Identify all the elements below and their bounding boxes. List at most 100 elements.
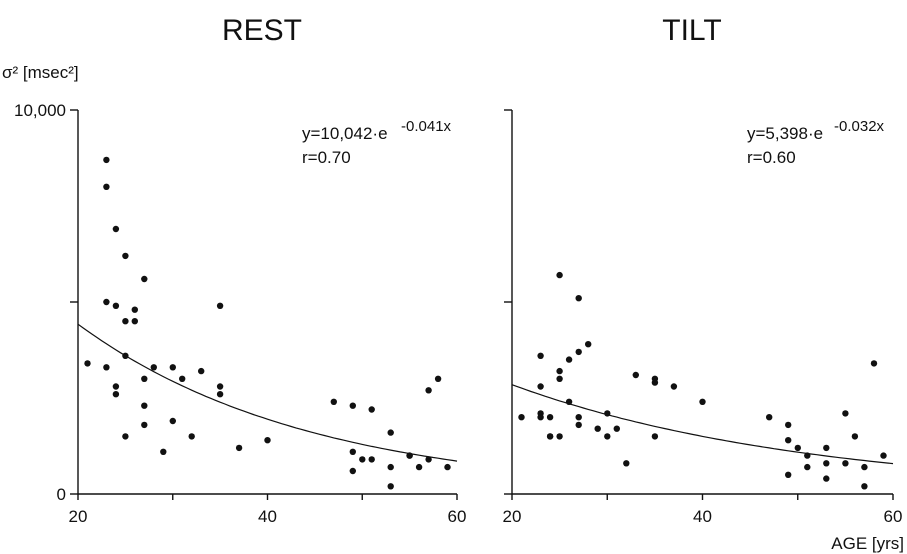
rest-title: REST [222,14,302,47]
rest-data-point [112,302,120,309]
rest-data-point [84,360,91,367]
rest-data-point [198,367,205,375]
tilt-data-point [823,460,830,467]
rest-x-tick-label: 60 [448,507,467,526]
tilt-fit-curve [511,384,894,465]
tilt-data-point [575,414,582,421]
rest-data-point [387,429,394,436]
rest-data-point [169,364,176,371]
rest-data-point [150,364,157,371]
tilt-data-point [670,383,678,390]
rest-data-point [103,183,110,190]
rest-data-point [387,483,394,490]
rest-data-point [359,456,366,463]
rest-data-point [160,448,167,455]
rest-data-point [122,318,129,325]
rest-y-tick-label: 10,000 [14,101,66,120]
rest-x-tick-label: 20 [69,507,88,526]
tilt-data-point [651,433,659,440]
y-axis-label: σ² [msec²] [2,63,79,82]
tilt-r-value: r=0.60 [747,148,796,167]
rest-data-point [141,375,148,382]
tilt-data-point [861,463,868,471]
tilt-data-point [604,410,611,417]
tilt-data-point [565,356,573,363]
tilt-x-tick-label: 40 [693,507,712,526]
tilt-data-point [651,379,659,386]
rest-data-point [131,318,138,325]
tilt-data-point [870,360,878,367]
rest-data-point [387,463,394,471]
rest-data-point [425,387,432,394]
rest-data-point [349,448,356,455]
tilt-data-point [623,460,630,467]
tilt-data-point [794,444,801,452]
rest-data-point [141,421,148,429]
tilt-data-point [823,444,830,452]
rest-data-point [368,406,375,413]
rest-data-point [330,398,337,405]
rest-data-point [103,156,110,164]
rest-y-tick-label: 0 [57,485,66,504]
rest-data-point [216,302,224,309]
tilt-data-point [785,471,792,478]
tilt-data-point [537,414,544,421]
tilt-data-point [575,348,582,356]
tilt-data-point [556,375,563,382]
rest-data-point [141,275,148,283]
tilt-data-point [699,398,706,405]
tilt-data-point [594,425,601,432]
rest-data-point [349,467,356,475]
tilt-x-tick-label: 60 [884,507,903,526]
rest-data-point [349,402,356,409]
rest-data-point [415,463,423,471]
rest-data-point [122,433,129,440]
rest-data-point [122,252,129,260]
tilt-x-tick-label: 20 [503,507,522,526]
rest-data-point [112,391,120,398]
tilt-data-point [861,483,868,490]
rest-data-point [444,463,451,471]
rest-data-point [425,456,432,463]
rest-data-point [235,444,243,452]
tilt-data-point [518,414,525,421]
rest-r-value: r=0.70 [302,148,351,167]
rest-data-point [103,298,110,306]
tilt-data-point [851,433,859,440]
tilt-data-point [766,414,773,421]
tilt-data-point [823,475,830,482]
rest-data-point [131,306,138,313]
tilt-data-point [604,433,611,440]
tilt-data-point [556,271,563,279]
x-axis-label: AGE [yrs] [831,534,904,553]
rest-equation: y=10,042·e [302,124,388,143]
tilt-equation: y=5,398·e [747,124,823,143]
rest-data-point [112,383,120,390]
tilt-data-point [842,410,849,417]
tilt-data-point [804,463,811,471]
tilt-title: TILT [662,14,721,47]
rest-data-point [434,375,442,382]
tilt-data-point [613,425,620,432]
rest-data-point [179,375,186,382]
tilt-data-point [546,433,554,440]
tilt-data-point [537,352,544,359]
tilt-equation-exponent: -0.032x [834,118,885,135]
rest-data-point [122,352,129,359]
tilt-data-point [880,452,887,459]
tilt-data-point [785,437,792,444]
rest-data-point [216,383,224,390]
rest-data-point [188,433,195,440]
rest-data-point [141,402,148,409]
tilt-data-point [632,371,639,379]
tilt-data-point [556,367,563,375]
tilt-data-point [842,460,849,467]
tilt-data-point [565,398,573,405]
rest-fit-curve [77,323,458,462]
rest-data-point [169,417,176,425]
tilt-data-point [575,421,582,429]
rest-data-point [112,225,120,233]
rest-data-point [216,391,224,398]
tilt-data-point [537,383,544,390]
